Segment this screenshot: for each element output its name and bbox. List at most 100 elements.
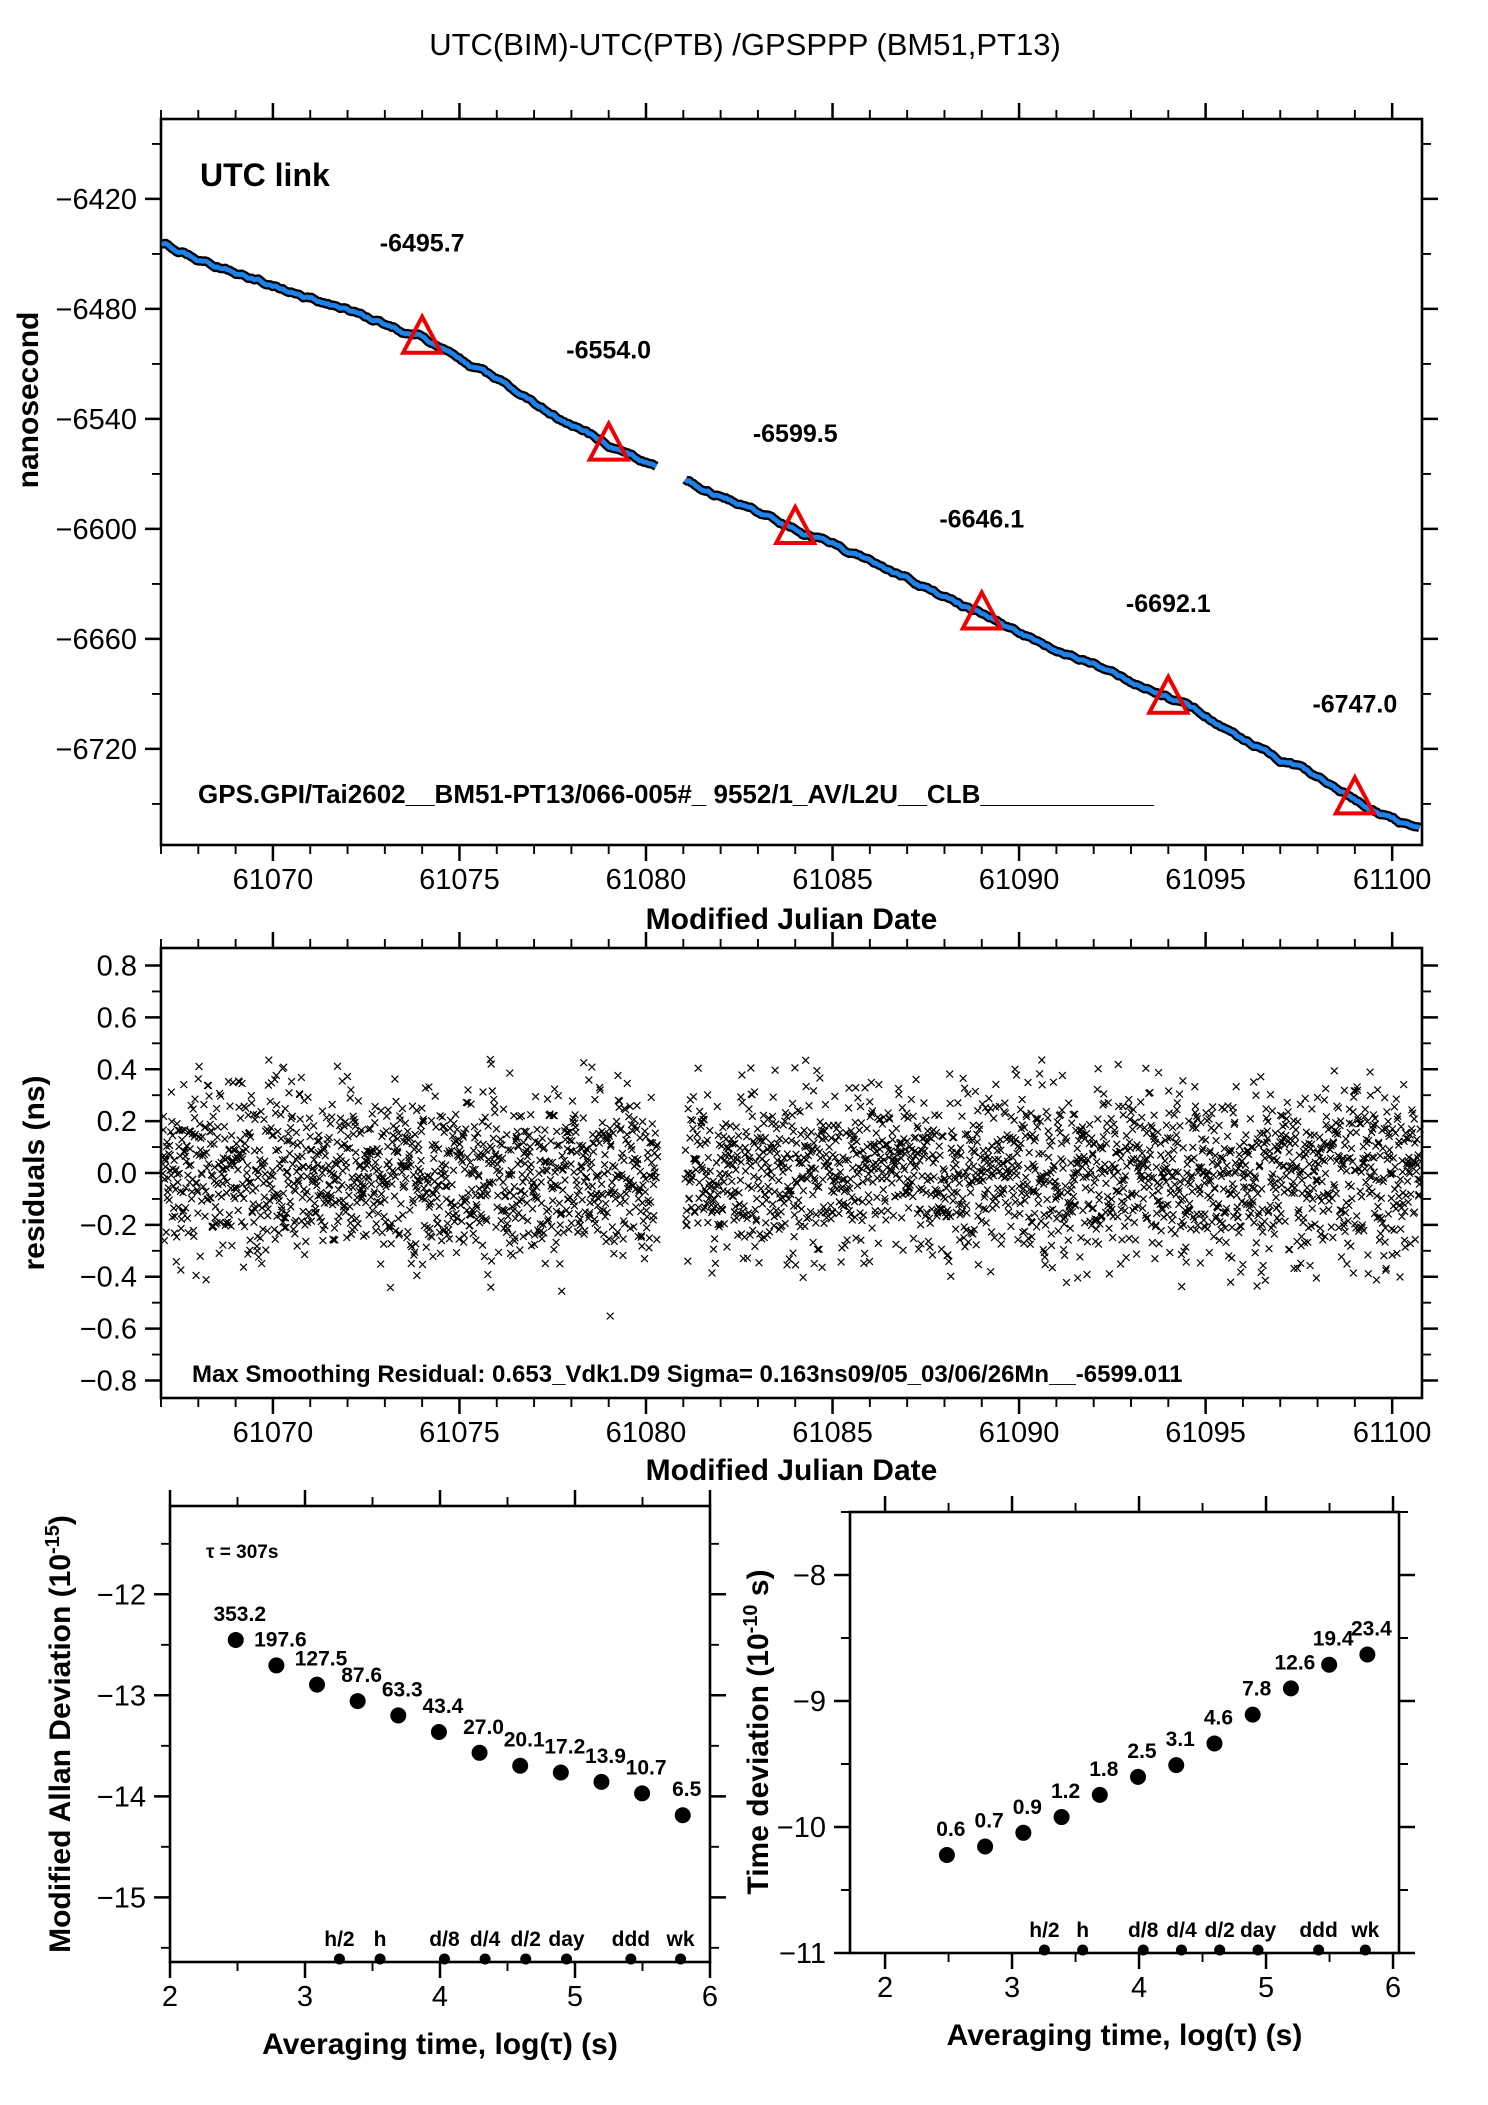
residuals-chart-y-tick-label: 0.4 xyxy=(97,1054,137,1086)
tdev-plot-data-point xyxy=(1091,1786,1108,1803)
tdev-plot-value-label: 4.6 xyxy=(1204,1706,1233,1729)
residuals-chart-x-tick-label: 61090 xyxy=(979,1417,1060,1449)
axis-marker-dot xyxy=(374,1953,386,1965)
top-chart-y-tick-label: −6600 xyxy=(56,514,137,546)
mdev-plot-y-tick-label: −13 xyxy=(97,1680,146,1712)
tdev-plot-data-point xyxy=(938,1846,955,1863)
tdev-plot-data-point xyxy=(1053,1809,1070,1826)
file-annotation: GPS.GPI/Tai2602__BM51-PT13/066-005#_ 955… xyxy=(198,779,1154,809)
tdev-plot-ylabel-part: Time deviation (10 xyxy=(742,1633,775,1894)
residuals-chart-x-tick-label: 61075 xyxy=(419,1417,500,1449)
mdev-plot-y-axis-title: Modified Allan Deviation (10-15) xyxy=(42,1515,77,1953)
tdev-plot-value-label: 0.7 xyxy=(975,1810,1004,1833)
residuals-chart-y-tick-label: −0.6 xyxy=(80,1314,137,1346)
axis-marker-label: d/8 xyxy=(429,1928,460,1951)
axis-marker-label: d/2 xyxy=(511,1928,541,1951)
axis-marker-dot xyxy=(479,1953,491,1965)
axis-marker-label: h xyxy=(374,1928,387,1951)
top-chart-y-tick-label: −6720 xyxy=(56,734,137,766)
mdev-plot-data-point xyxy=(552,1764,569,1781)
top-x-axis-title: Modified Julian Date xyxy=(646,903,938,936)
tau-note: τ = 307s xyxy=(206,1542,278,1563)
residuals-chart-y-tick-label: −0.4 xyxy=(80,1262,137,1294)
top-chart-minor-ticks xyxy=(152,110,1431,854)
mdev-plot-y-tick-label: −12 xyxy=(97,1579,146,1611)
axis-marker-label: h/2 xyxy=(1029,1919,1059,1942)
residuals-chart-x-tick-label: 61080 xyxy=(606,1417,687,1449)
tdev-plot-value-label: 2.5 xyxy=(1127,1740,1157,1763)
mdev-plot-x-tick-label: 6 xyxy=(702,1981,718,2013)
residuals-chart-y-tick-label: 0.0 xyxy=(97,1158,137,1190)
top-chart-x-tick-label: 61085 xyxy=(792,864,873,896)
tdev-plot-y-tick-label: −8 xyxy=(793,1560,826,1592)
axis-marker-label: ddd xyxy=(612,1928,650,1951)
mdev-plot-x-tick-label: 4 xyxy=(432,1981,448,2013)
mdev-plot-data-point xyxy=(634,1785,651,1802)
tdev-plot-x-tick-label: 4 xyxy=(1131,1972,1147,2004)
axis-marker-label: d/2 xyxy=(1205,1919,1235,1942)
tdev-plot-x-tick-label: 3 xyxy=(1004,1972,1020,2004)
calibration-value-label: -6554.0 xyxy=(566,337,651,365)
residuals-chart-y-tick-label: 0.2 xyxy=(97,1106,137,1138)
tdev-plot-value-label: 1.2 xyxy=(1051,1780,1080,1803)
calibration-triangle-marker xyxy=(772,502,818,546)
residuals-chart-y-tick-label: −0.8 xyxy=(80,1365,137,1397)
mdev-plot-x-tick-label: 2 xyxy=(162,1981,178,2013)
tdev-plot-data-point xyxy=(1015,1824,1032,1841)
residuals-chart-x-tick-label: 61095 xyxy=(1165,1417,1246,1449)
calibration-value-label: -6692.1 xyxy=(1126,590,1211,618)
top-chart-frame xyxy=(159,117,1424,847)
tdev-plot-value-label: 0.6 xyxy=(936,1818,965,1841)
residuals-scatter-points xyxy=(159,1055,1424,1320)
mdev-plot-value-label: 353.2 xyxy=(213,1603,266,1626)
axis-marker-label: d/8 xyxy=(1128,1919,1159,1942)
mdev-plot-value-label: 43.4 xyxy=(422,1695,463,1718)
tdev-plot-y-tick-label: −11 xyxy=(779,1938,826,1970)
calibration-value-label: -6599.5 xyxy=(753,420,838,448)
top-chart-x-tick-label: 61080 xyxy=(606,864,687,896)
main-line xyxy=(161,241,1421,830)
axis-marker-dot xyxy=(675,1953,687,1965)
calibration-value-label: -6747.0 xyxy=(1312,690,1397,718)
tdev-plot-ylabel-part: s) xyxy=(742,1569,775,1604)
top-chart-y-tick-label: −6420 xyxy=(56,184,137,216)
mdev-plot-data-point xyxy=(390,1707,407,1724)
axis-marker-dot xyxy=(1077,1944,1089,1956)
tdev-plot-data-point xyxy=(1206,1735,1223,1752)
residuals-chart-x-tick-label: 61070 xyxy=(233,1417,314,1449)
axis-marker-label: day xyxy=(1240,1919,1277,1942)
calibration-value-label: -6495.7 xyxy=(380,230,465,258)
top-chart-major-ticks xyxy=(145,103,1438,861)
mdev-plot-data-point xyxy=(309,1676,326,1693)
top-chart-x-tick-label: 61100 xyxy=(1353,864,1432,896)
mdev-plot-x-tick-label: 5 xyxy=(567,1981,583,2013)
mdev-plot-data-point xyxy=(471,1744,488,1761)
axis-marker-dot xyxy=(333,1953,345,1965)
tdev-plot-x-axis-title: Averaging time, log(τ) (s) xyxy=(947,2019,1303,2052)
axis-marker-dot xyxy=(1038,1944,1050,1956)
mdev-plot-x-tick-label: 3 xyxy=(297,1981,313,2013)
tdev-plot-value-label: 23.4 xyxy=(1351,1618,1392,1641)
mdev-plot-data-point xyxy=(349,1693,366,1710)
residuals-y-axis-title: residuals (ns) xyxy=(18,1075,51,1270)
axis-marker-dot xyxy=(520,1953,532,1965)
calibration-value-label: -6646.1 xyxy=(939,505,1024,533)
calibration-triangle-marker xyxy=(1332,773,1378,816)
utc-link-label: UTC link xyxy=(200,157,330,193)
top-chart-x-tick-label: 61090 xyxy=(979,864,1060,896)
top-chart-x-tick-label: 61075 xyxy=(419,864,500,896)
chart-title: UTC(BIM)-UTC(PTB) /GPSPPP (BM51,PT13) xyxy=(429,27,1061,62)
tdev-plot-y-tick-label: −10 xyxy=(777,1812,826,1844)
tdev-plot-value-label: 12.6 xyxy=(1274,1651,1315,1674)
mdev-plot-value-label: 127.5 xyxy=(295,1648,348,1671)
residuals-chart-y-tick-label: 0.8 xyxy=(97,951,137,983)
top-chart-x-tick-label: 61070 xyxy=(233,864,314,896)
mdev-plot-axes: 2 3 4 5 6 −12 −13 −14 −15 xyxy=(97,1490,726,2013)
axis-marker-label: d/4 xyxy=(470,1928,501,1951)
mdev-plot-y-tick-label: −15 xyxy=(97,1882,146,1914)
mdev-plot-data-point xyxy=(593,1773,610,1790)
calibration-triangle-marker xyxy=(959,588,1005,631)
smoothing-annotation: Max Smoothing Residual: 0.653_Vdk1.D9 Si… xyxy=(192,1361,1183,1388)
